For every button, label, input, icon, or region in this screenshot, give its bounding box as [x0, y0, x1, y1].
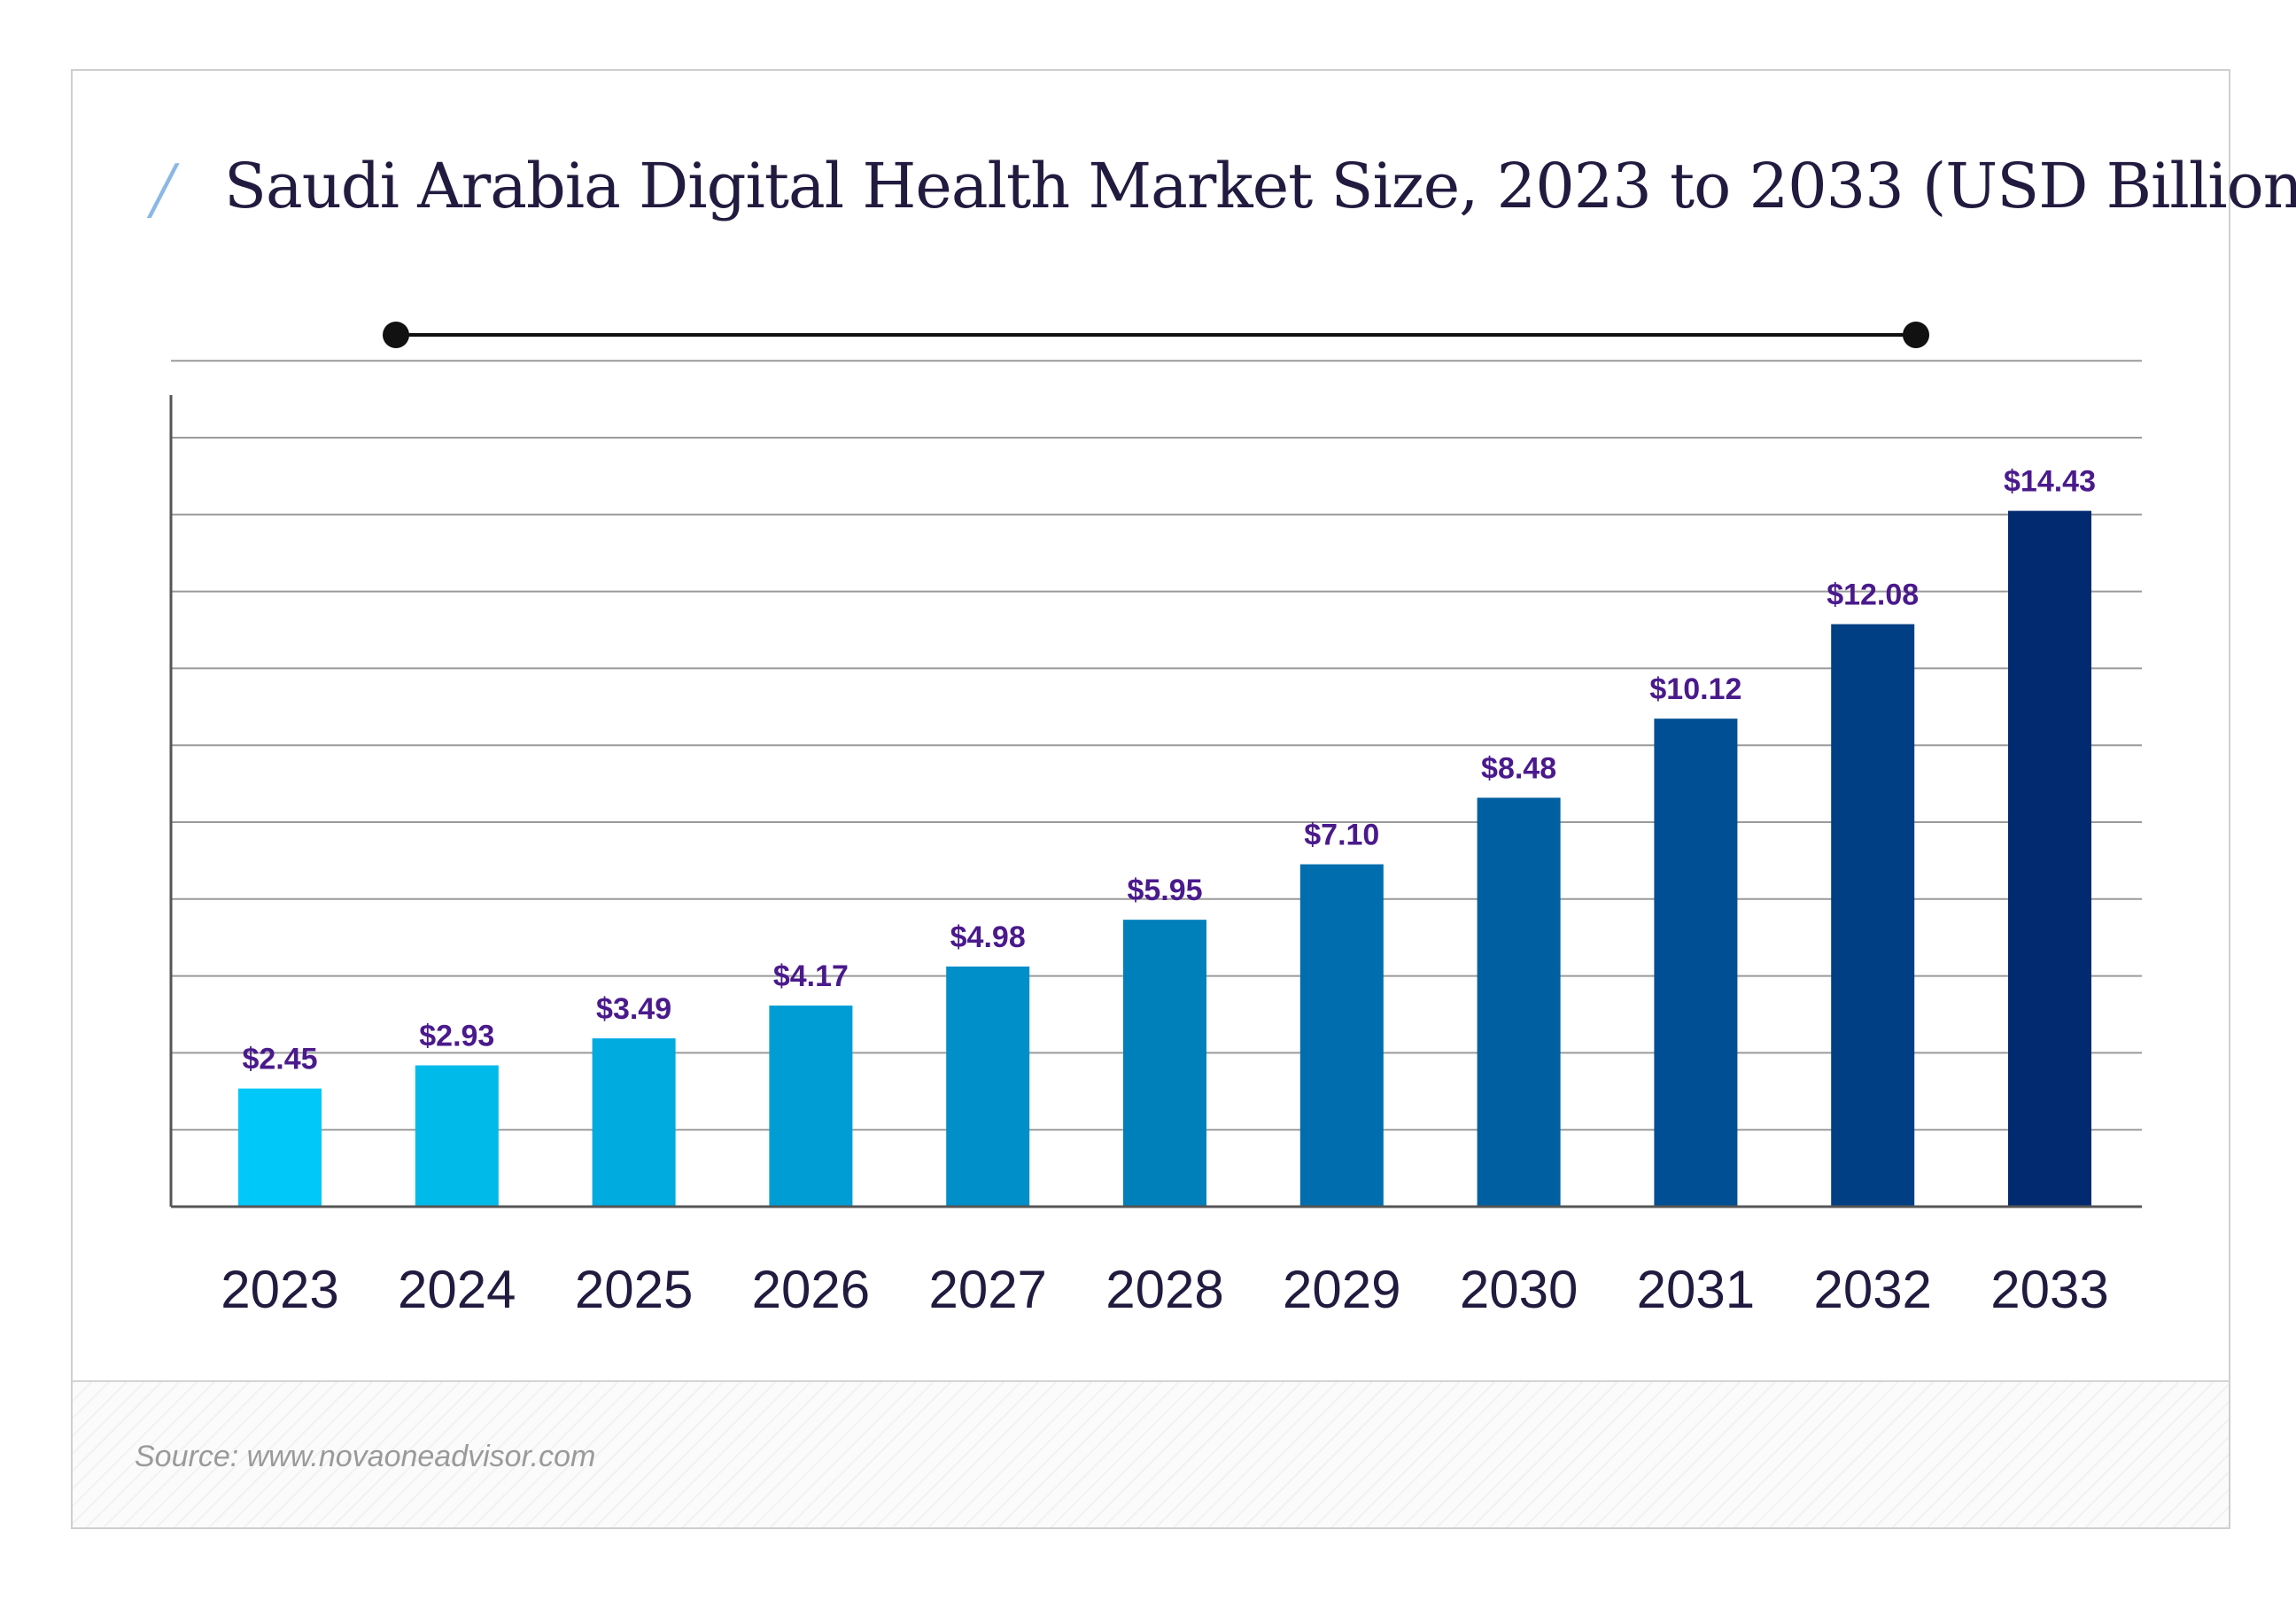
x-tick-2030: 2030 — [1460, 1260, 1578, 1319]
bar-2032 — [1831, 624, 1915, 1207]
bars — [238, 510, 2091, 1207]
bar-2028 — [1123, 920, 1206, 1207]
x-tick-2025: 2025 — [575, 1260, 693, 1319]
chart-title: Saudi Arabia Digital Health Market Size,… — [224, 150, 2296, 222]
footer-band — [71, 1380, 2230, 1529]
x-tick-2033: 2033 — [1990, 1260, 2108, 1319]
source-note: Source: www.novaoneadvisor.com — [135, 1440, 596, 1473]
data-label-2026: $4.17 — [773, 959, 849, 993]
axes — [169, 395, 2142, 1208]
bar-2023 — [238, 1088, 322, 1207]
title-accent-mark: / — [151, 144, 174, 235]
chart-decoration — [383, 322, 1929, 348]
x-tick-2032: 2032 — [1813, 1260, 1931, 1319]
bar-2025 — [592, 1038, 676, 1207]
data-label-2023: $2.45 — [242, 1043, 317, 1076]
data-label-2029: $7.10 — [1304, 819, 1379, 852]
x-tick-labels: 2023 2024 2025 2026 2027 2028 2029 2030 2031 2032… — [221, 1260, 2108, 1319]
data-label-2027: $4.98 — [950, 920, 1026, 954]
data-label-2024: $2.93 — [419, 1020, 494, 1053]
bar-2024 — [415, 1065, 499, 1207]
data-label-2031: $10.12 — [1649, 672, 1741, 706]
bar-2033 — [2008, 510, 2091, 1207]
bar-2027 — [946, 966, 1030, 1207]
data-label-2032: $12.08 — [1827, 579, 1919, 612]
bar-2029 — [1299, 864, 1384, 1207]
slider-dot-left — [383, 322, 409, 348]
data-label-2033: $14.43 — [2004, 465, 2096, 499]
x-tick-2026: 2026 — [752, 1260, 870, 1319]
x-tick-2027: 2027 — [928, 1260, 1046, 1319]
x-tick-2031: 2031 — [1637, 1260, 1755, 1319]
data-label-2028: $5.95 — [1127, 874, 1202, 907]
bar-2030 — [1477, 797, 1561, 1207]
data-label-2025: $3.49 — [596, 992, 671, 1026]
data-labels: $2.45 $2.93 $3.49 $4.17 $4.98 $5.95 $7.10 $8.48… — [242, 465, 2096, 1076]
x-tick-2028: 2028 — [1105, 1260, 1223, 1319]
bar-2031 — [1654, 718, 1738, 1207]
x-tick-2024: 2024 — [398, 1260, 516, 1319]
x-tick-2029: 2029 — [1283, 1260, 1400, 1319]
slider-dot-right — [1903, 322, 1929, 348]
bar-2026 — [769, 1006, 853, 1207]
x-tick-2023: 2023 — [221, 1260, 338, 1319]
data-label-2030: $8.48 — [1481, 751, 1556, 785]
